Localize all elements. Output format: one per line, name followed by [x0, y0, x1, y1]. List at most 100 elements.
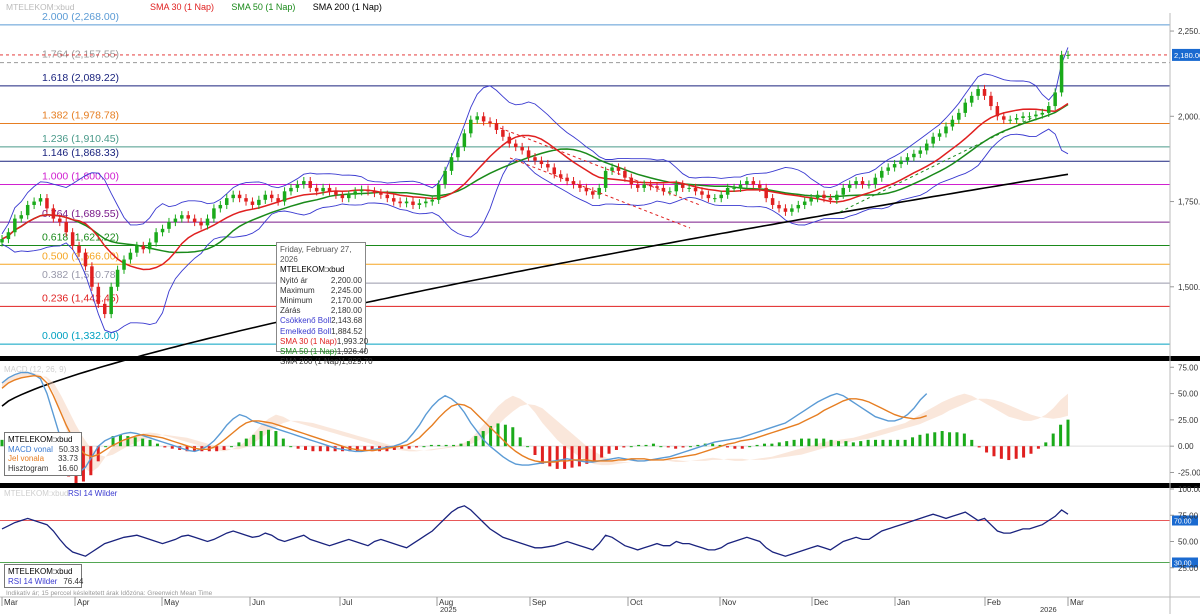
candle-body: [1066, 54, 1070, 56]
candle-body: [655, 186, 659, 188]
histogram-bar: [933, 432, 937, 447]
year-label: 2026: [1040, 605, 1057, 614]
candle-body: [1002, 116, 1006, 120]
candle-body: [321, 187, 325, 192]
histogram-bar: [970, 439, 974, 447]
histogram-bar: [770, 443, 774, 447]
rsi-panel[interactable]: MTELEKOM:xbud RSI 14 Wilder: [0, 489, 1170, 563]
candle-body: [841, 187, 845, 195]
x-tick-label: Nov: [722, 598, 736, 607]
histogram-bar: [229, 446, 233, 448]
histogram-bar: [666, 446, 670, 448]
candle-body: [141, 245, 146, 250]
info-row-label: Zárás: [280, 306, 301, 316]
y-tick-label: 2,250.00: [1178, 27, 1200, 36]
histogram-bar: [400, 446, 404, 449]
legend-item: SMA 200 (1 Nap): [313, 2, 382, 12]
last-price-tag: [1172, 48, 1200, 61]
histogram-bar: [881, 439, 885, 447]
candle-body: [700, 191, 704, 195]
candle-body: [950, 119, 955, 127]
candle-body: [244, 198, 248, 202]
x-tick-label: Dec: [814, 598, 828, 607]
candle-body: [90, 266, 94, 287]
candle-body: [520, 146, 524, 151]
info-row: Csökkenő Boll 2,143.68: [280, 316, 362, 326]
histogram-bar: [992, 446, 996, 457]
candle-body: [725, 187, 730, 195]
candle-body: [64, 222, 68, 233]
candle-body: [770, 198, 775, 205]
candle-body: [892, 164, 897, 168]
y-tick-label: 25.00: [1178, 416, 1199, 425]
candle-body: [616, 167, 621, 171]
info-row-label: Emelkedő Boll: [280, 326, 332, 336]
candle-body: [38, 198, 43, 202]
histogram-bar: [489, 425, 493, 447]
histogram-bar: [296, 446, 300, 449]
histogram-bar: [1022, 446, 1026, 458]
candle-body: [623, 170, 627, 178]
candle-body: [289, 187, 293, 192]
histogram-bar: [1029, 446, 1033, 454]
candle-body: [591, 191, 595, 195]
candle-body: [989, 95, 993, 107]
histogram-bar: [422, 446, 426, 448]
y-tick-label: 50.00: [1178, 390, 1199, 399]
bollinger-upper-line: [1, 47, 1069, 235]
histogram-bar: [437, 444, 441, 447]
info-row-value: 1,829.70: [341, 357, 373, 367]
histogram-bar: [622, 446, 626, 448]
rsi-level-label: 70.00: [1174, 519, 1192, 526]
macd-panel-title: MACD (12, 26, 9): [4, 365, 67, 374]
candle-body: [886, 167, 890, 171]
candle-body: [539, 160, 544, 165]
price-panel[interactable]: 2.000 (2,268.00)1.764 (2,157.55)1.618 (2…: [0, 11, 1170, 407]
candle-body: [475, 116, 479, 120]
histogram-bar: [163, 446, 167, 448]
histogram-bar: [96, 446, 100, 462]
candle-body: [745, 181, 749, 185]
info-row-label: SMA 30 (1 Nap): [280, 336, 337, 346]
info-row: Zárás 2,180.00: [280, 306, 362, 316]
histogram-bar: [0, 439, 4, 447]
rsi-panel-symbol: MTELEKOM:xbud: [4, 489, 68, 498]
macd-signal-fill: [2, 372, 1068, 473]
candle-body: [192, 218, 197, 223]
histogram-bar: [659, 446, 663, 448]
y-tick-label: 75.00: [1178, 363, 1199, 372]
x-tick-label: Jun: [252, 598, 265, 607]
histogram-bar: [977, 446, 981, 448]
candle-body: [809, 198, 813, 202]
header-bg: [0, 0, 1200, 13]
histogram-bar: [688, 446, 692, 448]
candle-body: [982, 89, 987, 96]
candle-body: [552, 167, 557, 175]
macd-panel[interactable]: MACD (12, 26, 9): [0, 365, 1170, 485]
candle-body: [308, 181, 312, 188]
rsi-info-symbol: MTELEKOM:xbud: [8, 567, 73, 576]
candle-body: [173, 218, 178, 223]
candle-body: [327, 187, 332, 192]
histogram-bar: [89, 446, 93, 476]
fibonacci-label: 1.146 (1,868.33): [42, 147, 119, 159]
candle-body: [513, 143, 518, 147]
candle-body: [1034, 114, 1038, 117]
candle-body: [372, 191, 377, 194]
x-tick-label: Jan: [897, 598, 910, 607]
candle-body: [135, 245, 139, 253]
candle-body: [70, 232, 75, 246]
candle-body: [1059, 54, 1064, 93]
histogram-bar: [118, 434, 122, 447]
histogram-bar: [718, 444, 722, 447]
candle-body: [263, 194, 268, 200]
candle-body: [674, 184, 679, 192]
candle-body: [366, 189, 370, 192]
histogram-bar: [155, 443, 159, 447]
histogram-bar: [985, 446, 989, 453]
candle-body: [186, 215, 190, 219]
candle-body: [732, 187, 736, 189]
candle-body: [225, 198, 229, 205]
histogram-bar: [474, 436, 478, 447]
